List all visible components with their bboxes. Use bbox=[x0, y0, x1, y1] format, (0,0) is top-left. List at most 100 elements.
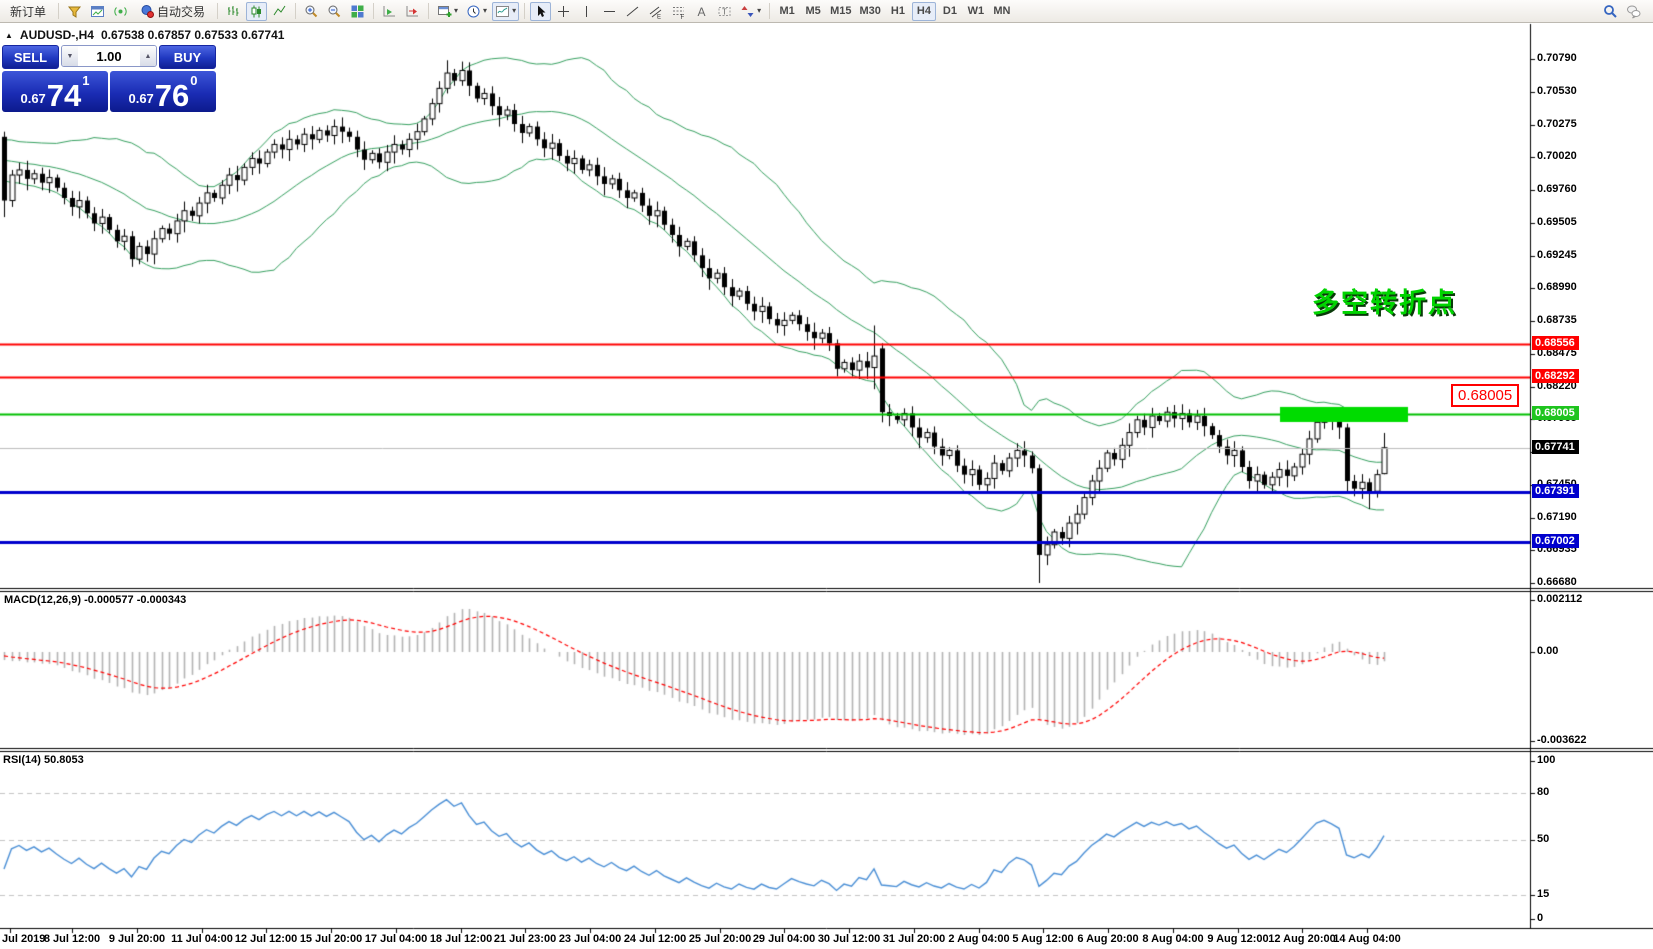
indicators-icon bbox=[496, 5, 510, 17]
periods-button[interactable]: ▾ bbox=[463, 2, 490, 21]
new-chart-icon bbox=[438, 5, 452, 17]
new-order-button[interactable]: 新订单 bbox=[3, 2, 53, 21]
sell-price-big: 74 bbox=[46, 77, 82, 113]
trendline-icon bbox=[626, 6, 639, 16]
toolbar: 新订单 自动交易 ▾ ▾ ▾ E F A T ▾ M1 M5 M15 M30 H… bbox=[0, 0, 1653, 23]
crosshair-tool-button[interactable] bbox=[553, 2, 574, 21]
volume-increase-button[interactable]: ▲ bbox=[140, 46, 156, 66]
svg-text:F: F bbox=[681, 15, 685, 19]
toolbar-separator bbox=[373, 3, 375, 19]
sell-price-pipette: 1 bbox=[82, 73, 90, 88]
toolbar-separator bbox=[428, 3, 430, 19]
text-label-icon: T bbox=[718, 6, 731, 16]
text-icon: A bbox=[698, 5, 706, 19]
channel-tool-button[interactable]: E bbox=[645, 2, 666, 21]
bar-chart-button[interactable] bbox=[223, 2, 244, 21]
line-chart-button[interactable] bbox=[269, 2, 290, 21]
search-icon bbox=[1604, 4, 1617, 18]
volume-input[interactable] bbox=[78, 46, 140, 66]
timeframe-w1-button[interactable]: W1 bbox=[964, 2, 988, 21]
chat-bubbles-icon bbox=[1627, 5, 1641, 18]
svg-text:A: A bbox=[698, 5, 706, 19]
dropdown-caret-icon: ▾ bbox=[454, 6, 459, 15]
toolbar-separator bbox=[769, 3, 771, 19]
timeframe-mn-button[interactable]: MN bbox=[990, 2, 1014, 21]
horizontal-line-tool-button[interactable] bbox=[599, 2, 620, 21]
turning-point-annotation: 多空转折点 bbox=[1312, 288, 1457, 318]
auto-scroll-icon bbox=[383, 5, 396, 16]
tile-windows-button[interactable] bbox=[347, 2, 368, 21]
toolbar-separator bbox=[217, 3, 219, 19]
auto-trading-label: 自动交易 bbox=[157, 4, 206, 19]
cursor-tool-button[interactable] bbox=[530, 1, 552, 21]
one-click-trading-panel: SELL ▼ ▲ BUY 0.67 74 1 0.67 76 0 bbox=[2, 45, 216, 112]
horizontal-line-icon bbox=[604, 10, 616, 12]
trendline-tool-button[interactable] bbox=[622, 2, 643, 21]
funnel-icon bbox=[67, 6, 82, 18]
timeframe-m5-button[interactable]: M5 bbox=[801, 2, 825, 21]
zoom-out-icon bbox=[328, 5, 341, 17]
charts-button[interactable] bbox=[64, 2, 85, 21]
rsi-name: RSI(14) bbox=[3, 754, 41, 766]
volume-stepper: ▼ ▲ bbox=[61, 45, 157, 67]
text-label-tool-button[interactable]: T bbox=[714, 2, 735, 21]
rsi-value: 50.8053 bbox=[43, 754, 84, 766]
auto-trading-button[interactable]: 自动交易 bbox=[133, 2, 212, 21]
timeframe-m30-button[interactable]: M30 bbox=[857, 2, 884, 21]
tile-windows-icon bbox=[351, 5, 364, 17]
auto-scroll-button[interactable] bbox=[379, 2, 400, 21]
dropdown-caret-icon: ▾ bbox=[512, 6, 517, 15]
toolbar-separator bbox=[58, 3, 60, 19]
crosshair-icon bbox=[558, 5, 570, 17]
signal-icon bbox=[114, 6, 127, 16]
timeframe-h1-button[interactable]: H1 bbox=[886, 2, 910, 21]
new-chart-button[interactable]: ▾ bbox=[434, 2, 461, 21]
sell-button[interactable]: SELL bbox=[2, 45, 59, 69]
toolbar-separator bbox=[524, 3, 526, 19]
zoom-in-button[interactable] bbox=[301, 2, 322, 21]
buy-button[interactable]: BUY bbox=[159, 45, 216, 69]
fibonacci-tool-button[interactable]: F bbox=[668, 2, 689, 21]
svg-text:E: E bbox=[657, 14, 661, 19]
chart-title: ▲ AUDUSD-,H4 0.67538 0.67857 0.67533 0.6… bbox=[5, 28, 284, 42]
profile-button[interactable] bbox=[87, 2, 108, 21]
dropdown-caret-icon: ▾ bbox=[757, 6, 762, 15]
search-button[interactable] bbox=[1600, 2, 1621, 21]
equidistant-channel-icon: E bbox=[649, 6, 662, 19]
zoom-out-button[interactable] bbox=[324, 2, 345, 21]
symbol-period-label: AUDUSD-,H4 bbox=[19, 28, 94, 42]
candlestick-chart-button[interactable] bbox=[246, 1, 268, 21]
zoom-in-icon bbox=[305, 5, 318, 17]
svg-text:T: T bbox=[722, 7, 727, 16]
cursor-icon bbox=[538, 5, 546, 17]
sell-price-prefix: 0.67 bbox=[20, 91, 46, 106]
buy-price-display[interactable]: 0.67 76 0 bbox=[110, 71, 216, 112]
timeframe-d1-button[interactable]: D1 bbox=[938, 2, 962, 21]
chart-shift-button[interactable] bbox=[402, 2, 423, 21]
panel-collapse-icon[interactable]: ▲ bbox=[5, 30, 13, 40]
rsi-indicator-label: RSI(14) 50.8053 bbox=[3, 754, 84, 766]
macd-name: MACD(12,26,9) bbox=[4, 594, 82, 606]
indicators-button[interactable]: ▾ bbox=[492, 1, 520, 21]
sell-price-display[interactable]: 0.67 74 1 bbox=[2, 71, 108, 112]
text-tool-button[interactable]: A bbox=[691, 2, 712, 21]
timeframe-m1-button[interactable]: M1 bbox=[775, 2, 799, 21]
signals-button[interactable] bbox=[110, 2, 131, 21]
fibonacci-icon: F bbox=[673, 6, 685, 19]
timeframe-m15-button[interactable]: M15 bbox=[827, 2, 854, 21]
chat-button[interactable] bbox=[1623, 2, 1644, 21]
macd-values: -0.000577 -0.000343 bbox=[84, 594, 187, 606]
timeframe-h4-button[interactable]: H4 bbox=[911, 1, 936, 21]
vertical-line-tool-button[interactable] bbox=[576, 2, 597, 21]
vertical-line-icon bbox=[586, 5, 588, 17]
toolbar-separator bbox=[295, 3, 297, 19]
arrows-tool-button[interactable]: ▾ bbox=[737, 2, 764, 21]
price-callout-label: 0.68005 bbox=[1451, 384, 1520, 407]
clock-icon bbox=[467, 5, 480, 17]
bar-chart-icon bbox=[228, 5, 239, 16]
candlestick-icon bbox=[251, 5, 262, 17]
volume-decrease-button[interactable]: ▼ bbox=[62, 46, 78, 66]
buy-price-prefix: 0.67 bbox=[128, 91, 154, 106]
